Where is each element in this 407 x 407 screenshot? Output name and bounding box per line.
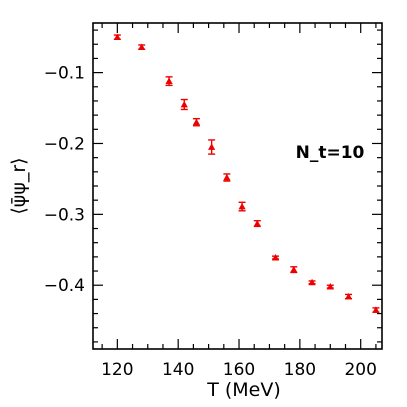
triangle-marker bbox=[344, 292, 353, 300]
x-tick-label: 200 bbox=[344, 360, 376, 380]
triangle-marker bbox=[192, 118, 201, 126]
data-point bbox=[290, 266, 298, 274]
data-point bbox=[238, 201, 246, 212]
x-tick-label: 120 bbox=[101, 360, 133, 380]
data-point bbox=[165, 76, 173, 87]
triangle-marker bbox=[113, 33, 121, 41]
nt-annotation: N_t=10 bbox=[296, 143, 365, 163]
triangle-marker bbox=[372, 306, 380, 313]
triangle-marker bbox=[238, 202, 246, 210]
triangle-marker bbox=[165, 77, 173, 84]
triangle-marker bbox=[223, 173, 231, 181]
x-tick-label: 140 bbox=[162, 360, 194, 380]
y-tick-label: −0.4 bbox=[44, 276, 85, 296]
x-tick-label: 160 bbox=[223, 360, 255, 380]
x-tick-label: 180 bbox=[284, 360, 316, 380]
triangle-marker bbox=[271, 253, 280, 261]
triangle-marker bbox=[326, 283, 334, 290]
triangle-marker bbox=[290, 266, 298, 273]
data-point bbox=[208, 139, 216, 155]
data-point bbox=[326, 283, 334, 290]
data-point bbox=[372, 306, 380, 313]
data-point bbox=[253, 219, 261, 228]
triangle-marker bbox=[138, 43, 146, 50]
data-point bbox=[223, 173, 231, 182]
data-point bbox=[138, 43, 146, 50]
y-axis-title: ⟨ψ̄ψ_r⟩ bbox=[8, 157, 30, 214]
triangle-marker bbox=[208, 143, 216, 150]
tick-labels: 120 140 160 180 200 −0.1 −0.2 −0.3 −0.4 bbox=[44, 64, 377, 380]
y-tick-label: −0.1 bbox=[44, 64, 85, 84]
data-points bbox=[113, 33, 380, 313]
data-point bbox=[308, 278, 316, 286]
data-point bbox=[180, 98, 188, 111]
data-point bbox=[344, 292, 353, 300]
axis-ticks bbox=[93, 23, 382, 349]
data-point bbox=[113, 33, 121, 41]
y-axis-title-text: ⟨ψ̄ψ_r⟩ bbox=[8, 157, 30, 214]
data-point bbox=[192, 117, 201, 127]
y-tick-label: −0.2 bbox=[44, 134, 85, 154]
x-axis-title: T (MeV) bbox=[206, 379, 281, 401]
triangle-marker bbox=[180, 100, 188, 108]
data-point bbox=[271, 253, 280, 261]
triangle-marker bbox=[308, 278, 316, 286]
triangle-marker bbox=[253, 219, 261, 227]
y-tick-label: −0.3 bbox=[44, 205, 85, 225]
plot-frame bbox=[92, 22, 383, 350]
